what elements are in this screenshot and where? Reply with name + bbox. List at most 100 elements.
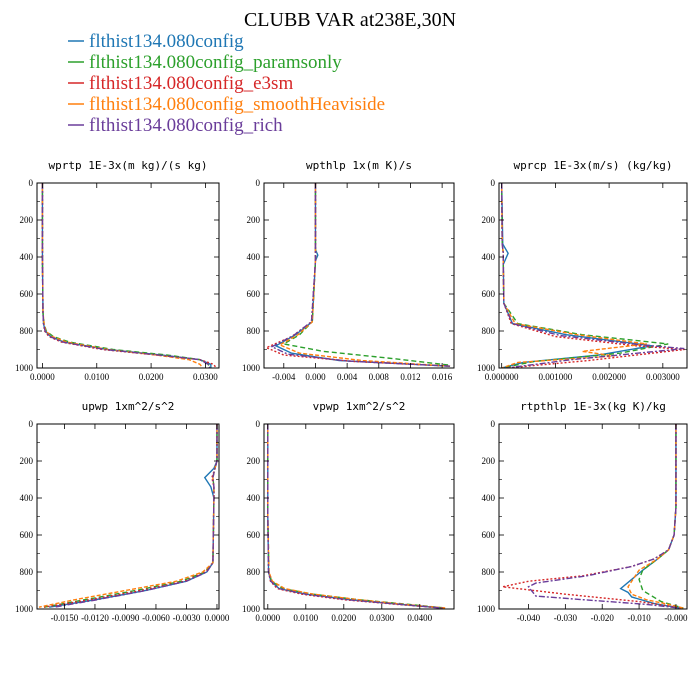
x-tick-label: -0.0030 <box>173 613 201 623</box>
series-group <box>38 424 218 608</box>
x-tick-label: 0.0200 <box>139 372 164 382</box>
y-tick-label: 400 <box>247 252 261 262</box>
series-line <box>281 183 451 366</box>
series-line <box>49 424 218 608</box>
y-tick-label: 0 <box>491 178 496 188</box>
y-tick-label: 200 <box>247 456 261 466</box>
series-line <box>619 424 680 609</box>
series-group <box>502 424 684 609</box>
legend-label: flthist134.080config_paramsonly <box>89 52 342 73</box>
legend-label: flthist134.080config_rich <box>89 115 283 136</box>
y-tick-label: 200 <box>20 215 34 225</box>
y-tick-label: 200 <box>482 456 496 466</box>
plot-frame <box>36 423 220 610</box>
y-tick-label: 600 <box>247 530 261 540</box>
x-tick-label: 0.0100 <box>293 613 318 623</box>
series-line <box>38 424 218 608</box>
x-tick-label: 0.000000 <box>485 372 519 382</box>
series-line <box>267 424 443 609</box>
y-tick-label: 800 <box>482 567 496 577</box>
y-tick-label: 600 <box>482 289 496 299</box>
y-tick-label: 0 <box>29 419 34 429</box>
x-tick-label: -0.020 <box>591 613 615 623</box>
legend-item: flthist134.080config_paramsonly <box>68 52 342 73</box>
x-tick-label: 0.003000 <box>646 372 680 382</box>
y-tick-label: 600 <box>20 289 34 299</box>
y-tick-label: 1000 <box>15 363 34 373</box>
y-tick-label: 400 <box>247 493 261 503</box>
y-tick-label: 1000 <box>477 604 496 614</box>
legend: flthist134.080configflthist134.080config… <box>68 31 385 136</box>
series-line <box>54 424 218 608</box>
legend-item: flthist134.080config_e3sm <box>68 73 293 94</box>
y-tick-label: 200 <box>247 215 261 225</box>
y-tick-label: 600 <box>482 530 496 540</box>
series-line <box>627 424 684 609</box>
x-tick-label: 0.0300 <box>369 613 394 623</box>
x-tick-label: 0.001000 <box>539 372 573 382</box>
x-tick-label: -0.004 <box>272 372 296 382</box>
legend-label: flthist134.080config <box>89 31 244 52</box>
x-tick-label: 0.002000 <box>592 372 626 382</box>
x-tick-label: 0.012 <box>400 372 420 382</box>
series-line <box>41 183 212 368</box>
y-tick-label: 1000 <box>242 604 261 614</box>
legend-item: flthist134.080config_smoothHeaviside <box>68 94 385 115</box>
legend-label: flthist134.080config_smoothHeaviside <box>89 94 385 115</box>
panel-1: wprtp 1E-3x(m kg)/(s kg) 0 200 400 600 800 100… <box>15 159 220 382</box>
panel-6: rtpthlp 1E-3x(kg K)/kg 0 200 400 600 800 1000 -… <box>477 400 688 623</box>
x-tick-label: -0.030 <box>554 613 578 623</box>
y-tick-label: 0 <box>256 178 261 188</box>
y-tick-label: 800 <box>247 326 261 336</box>
panels: wprtp 1E-3x(m kg)/(s kg) 0 200 400 600 800 100… <box>15 159 688 623</box>
x-tick-label: -0.0120 <box>81 613 109 623</box>
series-line <box>41 183 217 368</box>
y-tick-label: 0 <box>29 178 34 188</box>
y-tick-label: 600 <box>247 289 261 299</box>
series-line <box>527 424 680 609</box>
series-line <box>41 183 204 368</box>
y-tick-label: 400 <box>482 252 496 262</box>
plot-frame <box>263 182 455 369</box>
x-tick-label: -0.0060 <box>142 613 170 623</box>
series-line <box>270 183 451 367</box>
y-tick-label: 1000 <box>242 363 261 373</box>
x-tick-label: 0.004 <box>337 372 358 382</box>
legend-label: flthist134.080config_e3sm <box>89 73 293 94</box>
x-tick-label: -0.0150 <box>51 613 79 623</box>
series-group <box>500 183 685 368</box>
y-tick-label: 800 <box>20 326 34 336</box>
y-tick-label: 1000 <box>477 363 496 373</box>
legend-item: flthist134.080config_rich <box>68 115 283 136</box>
x-tick-label: 0.0300 <box>193 372 218 382</box>
x-tick-label: 0.0000 <box>30 372 55 382</box>
x-tick-label: -0.000 <box>664 613 688 623</box>
x-tick-label: -0.010 <box>627 613 651 623</box>
series-line <box>267 424 443 609</box>
x-tick-label: -0.0090 <box>112 613 140 623</box>
x-tick-label: 0.0000 <box>255 613 280 623</box>
y-tick-label: 1000 <box>15 604 34 614</box>
x-tick-label: 0.0100 <box>84 372 109 382</box>
y-tick-label: 400 <box>482 493 496 503</box>
y-tick-label: 400 <box>20 493 34 503</box>
y-tick-label: 400 <box>20 252 34 262</box>
series-group <box>264 183 451 367</box>
y-tick-label: 200 <box>482 215 496 225</box>
series-line <box>41 183 211 368</box>
series-line <box>267 424 443 609</box>
series-group <box>267 424 447 609</box>
x-tick-label: 0.0200 <box>331 613 356 623</box>
panel-title: vpwp 1xm^2/s^2 <box>313 400 406 413</box>
y-tick-label: 800 <box>20 567 34 577</box>
series-line <box>267 424 447 609</box>
x-tick-label: -0.040 <box>517 613 541 623</box>
series-line <box>41 183 212 368</box>
y-tick-label: 600 <box>20 530 34 540</box>
x-tick-label: 0.016 <box>432 372 453 382</box>
series-group <box>41 183 217 368</box>
y-tick-label: 800 <box>247 567 261 577</box>
legend-item: flthist134.080config <box>68 31 244 52</box>
